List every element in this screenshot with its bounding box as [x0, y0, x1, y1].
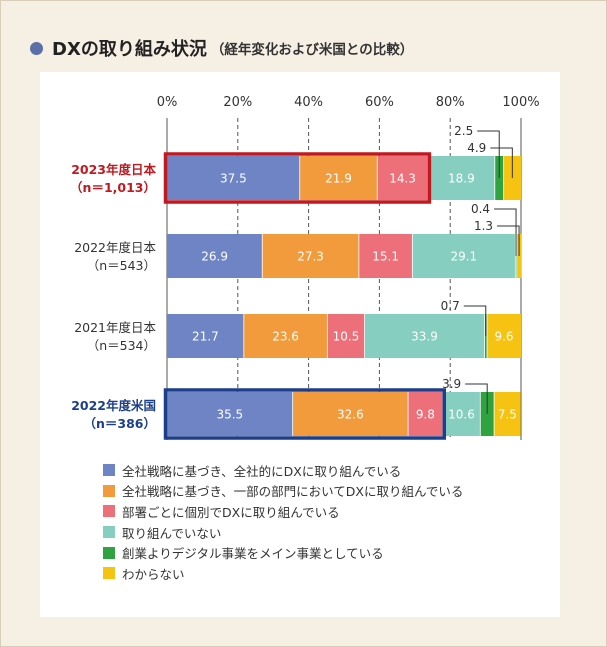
callout-data-label: 2.5 [454, 124, 473, 138]
chart-subtitle: （経年変化および米国との比較） [210, 42, 414, 58]
bar-data-label: 21.7 [192, 330, 219, 344]
legend-item: 取り組んでいない [103, 522, 463, 543]
legend-label: 部署ごとに個別でDXに取り組んでいる [122, 504, 340, 520]
x-tick-label: 100% [502, 95, 539, 110]
callout-leader-line [497, 225, 520, 256]
category-sample-size: （n＝543） [87, 258, 156, 273]
bar-segment [299, 156, 378, 200]
bar-segment [262, 234, 359, 278]
x-tick-label: 20% [223, 95, 252, 110]
bar-data-label: 9.8 [416, 408, 435, 422]
bar-data-label: 9.6 [494, 330, 513, 344]
bar-segment [167, 314, 244, 358]
bar-segment [408, 392, 443, 436]
legend-swatch [103, 567, 115, 580]
category-sample-size: （n＝534） [87, 338, 156, 353]
legend-item: 全社戦略に基づき、一部の部門においてDXに取り組んでいる [103, 481, 463, 502]
bar-segment [442, 392, 481, 436]
bar-data-label: 29.1 [450, 250, 477, 264]
legend-label: 取り組んでいない [122, 525, 222, 541]
bar-data-label: 10.6 [448, 408, 475, 422]
bar-segment [292, 392, 409, 436]
legend-swatch [103, 484, 115, 497]
legend-label: 全社戦略に基づき、一部の部門においてDXに取り組んでいる [122, 484, 464, 500]
legend-item: 創業よりデジタル事業をメイン事業としている [103, 542, 463, 563]
legend-item: 部署ごとに個別でDXに取り組んでいる [103, 501, 463, 522]
highlight-frame [163, 388, 447, 440]
chart-title: DXの取り組み状況 [52, 39, 207, 60]
x-tick-label: 60% [365, 95, 394, 110]
bar-data-label: 27.3 [297, 250, 324, 264]
category-label: 2023年度日本 [71, 162, 156, 177]
bar-data-label: 7.5 [498, 408, 517, 422]
bar-segment [167, 392, 293, 436]
legend-swatch [103, 505, 115, 518]
bar-data-label: 10.5 [333, 330, 360, 344]
callout-leader-line [463, 305, 487, 336]
bar-data-label: 18.9 [448, 172, 475, 186]
bar-segment [167, 234, 263, 278]
legend-swatch [103, 526, 115, 539]
callout-leader-line [494, 208, 517, 256]
chart-title-row: DXの取り組み状況 （経年変化および米国との比較） [30, 35, 413, 61]
callout-data-label: 3.9 [442, 377, 461, 391]
chart-legend: 全社戦略に基づき、全社的にDXに取り組んでいる全社戦略に基づき、一部の部門におい… [103, 460, 463, 584]
callout-data-label: 0.7 [441, 299, 460, 313]
legend-swatch [103, 546, 115, 559]
highlight-frame [163, 152, 432, 204]
x-tick-label: 0% [157, 95, 178, 110]
callout-data-label: 1.3 [474, 219, 493, 233]
bar-data-label: 33.9 [411, 330, 438, 344]
category-label: 2021年度日本 [74, 320, 156, 335]
bar-segment [487, 314, 521, 358]
category-label: 2022年度日本 [74, 240, 156, 255]
callout-leader-line [465, 383, 488, 414]
bar-data-label: 15.1 [372, 250, 399, 264]
legend-item: わからない [103, 563, 463, 584]
bar-data-label: 35.5 [216, 408, 243, 422]
callout-data-label: 4.9 [467, 141, 486, 155]
category-sample-size: （n＝386） [84, 416, 157, 431]
title-bullet-icon [30, 41, 43, 55]
x-tick-label: 40% [294, 95, 323, 110]
bar-segment [494, 392, 521, 436]
bar-segment [377, 156, 428, 200]
x-tick-label: 80% [436, 95, 465, 110]
bar-data-label: 37.5 [220, 172, 247, 186]
bar-segment [243, 314, 328, 358]
legend-swatch [103, 464, 115, 477]
category-sample-size: （n＝1,013） [70, 180, 156, 195]
callout-leader-line [490, 147, 513, 178]
bar-segment [364, 314, 485, 358]
callout-leader-line [477, 130, 500, 178]
callout-data-label: 0.4 [471, 202, 490, 216]
bar-data-label: 32.6 [337, 408, 364, 422]
bar-segment [327, 314, 365, 358]
bar-data-label: 26.9 [201, 250, 228, 264]
bar-data-label: 23.6 [272, 330, 299, 344]
legend-item: 全社戦略に基づき、全社的にDXに取り組んでいる [103, 460, 463, 481]
bar-data-label: 14.3 [389, 172, 416, 186]
bar-segment [412, 234, 516, 278]
bar-segment [167, 156, 300, 200]
bar-segment [358, 234, 413, 278]
bar-data-label: 21.9 [325, 172, 352, 186]
legend-label: わからない [122, 566, 185, 582]
bar-segment [427, 156, 495, 200]
legend-label: 創業よりデジタル事業をメイン事業としている [122, 546, 384, 562]
category-label: 2022年度米国 [71, 398, 156, 413]
legend-label: 全社戦略に基づき、全社的にDXに取り組んでいる [122, 463, 402, 479]
